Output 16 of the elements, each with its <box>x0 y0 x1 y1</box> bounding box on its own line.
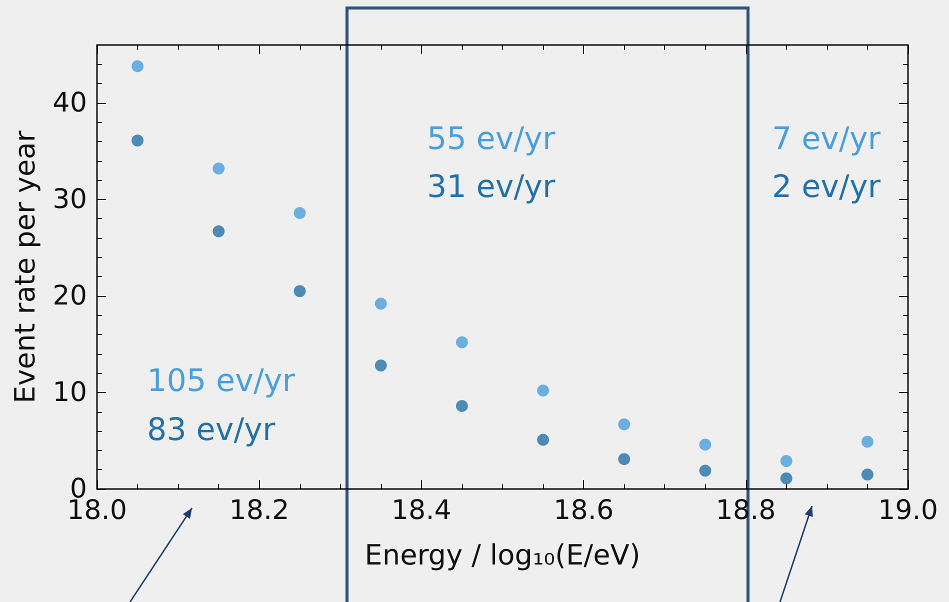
y-tick-label: 30 <box>52 184 87 215</box>
y-axis-title: Event rate per year <box>8 130 42 404</box>
y-tick-label: 20 <box>52 280 87 312</box>
annotation: 55 ev/yr <box>427 121 556 157</box>
y-tick-label: 10 <box>52 376 87 408</box>
annotation: 31 ev/yr <box>427 169 556 205</box>
x-tick-label: 18.2 <box>229 495 290 526</box>
x-tick-label: 18.4 <box>391 495 452 526</box>
x-axis-title: Energy / log₁₀(E/eV) <box>364 538 640 572</box>
annotation: 7 ev/yr <box>772 121 881 157</box>
annotation: 2 ev/yr <box>772 169 881 205</box>
x-tick-label: 19.0 <box>878 495 938 526</box>
x-tick-label: 18.6 <box>554 495 614 526</box>
annotation: 105 ev/yr <box>147 363 296 399</box>
y-tick-label: 40 <box>52 87 87 118</box>
annotation: 83 ev/yr <box>147 412 276 448</box>
